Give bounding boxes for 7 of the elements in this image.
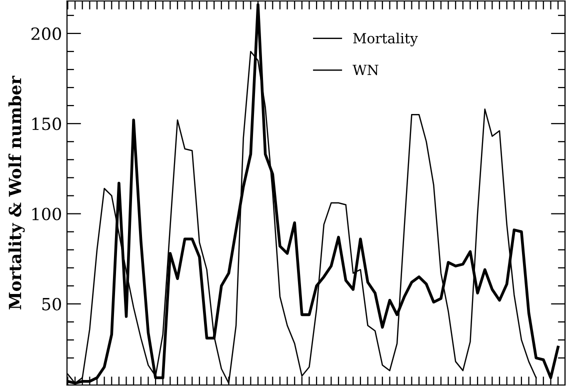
y-axis-title: Mortality & Wolf number [8,76,25,310]
legend-label: WN [352,64,378,76]
y-tick-label: 150 [32,118,62,130]
y-tick-label: 200 [31,27,62,40]
y-tick-label: 100 [32,208,62,220]
legend-label: Mortality [353,32,418,46]
y-tick-label: 50 [42,298,62,310]
